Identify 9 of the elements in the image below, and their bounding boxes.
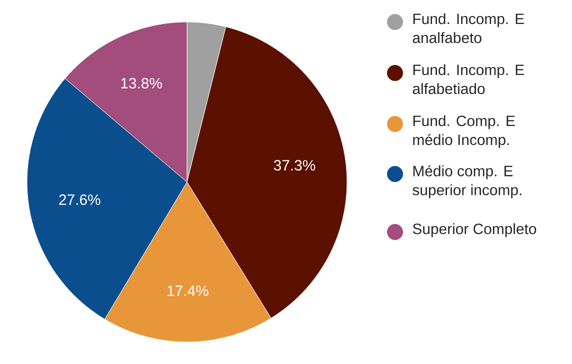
legend-label: Fund. Incomp. E analfabeto (412, 13, 524, 44)
legend-label: Médio comp. E superior incomp. (412, 165, 522, 198)
legend-label: Superior Completo (412, 223, 536, 238)
data-label: 37.3% (274, 160, 316, 171)
data-label: 17.4% (168, 286, 208, 296)
data-label: 27.6% (59, 194, 100, 205)
data-label: 13.8% (121, 78, 162, 89)
legend-label: Fund. Incomp. E alfabetiado (412, 64, 524, 94)
legend-label: Fund. Comp. E médio Incomp. (413, 115, 515, 148)
